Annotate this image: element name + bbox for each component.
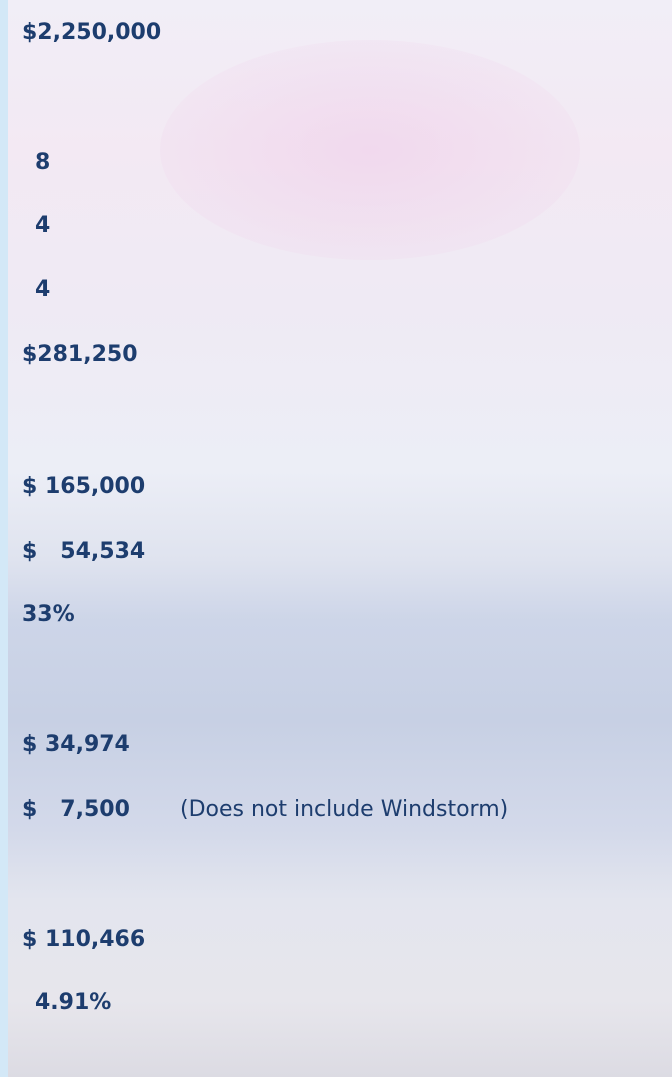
left-strip bbox=[0, 0, 8, 1077]
page: $2,250,000 8 4 4 $281,250 $ 165,000 $ 54… bbox=[0, 0, 672, 1077]
value: $2,250,000 bbox=[22, 22, 161, 44]
value: $ 7,500 bbox=[22, 799, 130, 821]
value: 33% bbox=[22, 604, 75, 626]
value: $ 54,534 bbox=[22, 541, 145, 563]
value: $ 165,000 bbox=[22, 476, 145, 498]
value: 4 bbox=[35, 215, 50, 237]
note: (Does not include Windstorm) bbox=[180, 799, 508, 821]
value: $ 34,974 bbox=[22, 734, 130, 756]
value: $ 110,466 bbox=[22, 929, 145, 951]
value: 8 bbox=[35, 152, 50, 174]
value: 4 bbox=[35, 279, 50, 301]
value: 4.91% bbox=[35, 992, 111, 1014]
background-glow bbox=[160, 40, 580, 260]
value: $281,250 bbox=[22, 344, 138, 366]
